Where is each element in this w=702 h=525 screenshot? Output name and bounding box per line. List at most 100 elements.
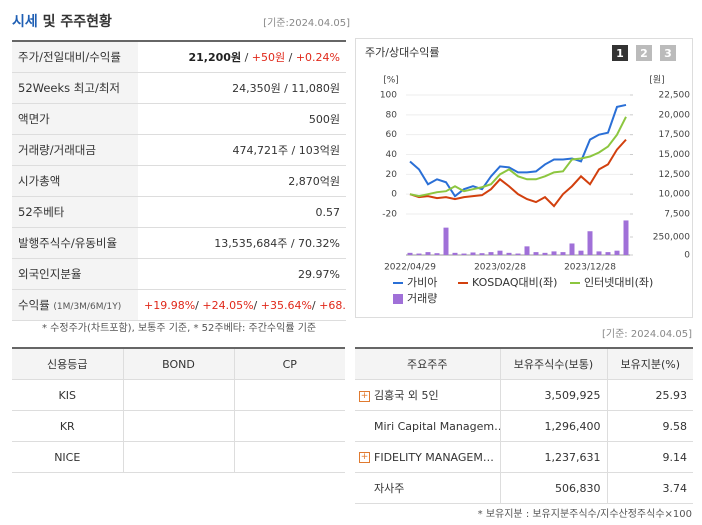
holder-name: + FIDELITY MANAGEM… bbox=[355, 441, 500, 473]
holder-name: + 김홍국 외 5인 bbox=[355, 379, 500, 411]
holder-shares: 3,509,925 bbox=[499, 379, 607, 411]
volume-bar bbox=[416, 253, 422, 255]
volume-bar bbox=[605, 252, 611, 255]
credit-row: NICE bbox=[12, 441, 345, 473]
value-part: 500원 bbox=[308, 113, 340, 126]
y2-tick-label: 22,500 bbox=[659, 91, 691, 101]
expand-icon[interactable]: + bbox=[359, 390, 370, 402]
series-line bbox=[409, 116, 627, 198]
row-label: 거래량/거래대금 bbox=[12, 134, 138, 166]
value-part: 0.57 bbox=[315, 205, 341, 219]
label-text: 주가/전일대비/수익률 bbox=[18, 50, 121, 64]
credit-cell bbox=[122, 410, 234, 442]
volume-bar bbox=[533, 252, 539, 255]
chart-title: 주가/상대수익률 bbox=[365, 46, 440, 59]
value-part: / bbox=[311, 298, 320, 312]
y2-tick-label: 17,500 bbox=[659, 130, 691, 140]
value-part: / bbox=[285, 51, 296, 64]
chart-button-label: 3 bbox=[664, 47, 672, 60]
volume-bar bbox=[524, 246, 530, 255]
y2-tick-label: 20,000 bbox=[659, 110, 691, 120]
credit-cell bbox=[233, 441, 345, 473]
credit-cell: KIS bbox=[12, 379, 123, 411]
volume-bar bbox=[479, 253, 485, 255]
y-tick-label: 20 bbox=[386, 170, 398, 180]
label-text: 거래량/거래대금 bbox=[18, 143, 96, 157]
label-text: 발행주식수/유동비율 bbox=[18, 236, 118, 250]
legend-label: 거래량 bbox=[407, 292, 437, 305]
value-part: 2,870억원 bbox=[288, 175, 340, 188]
credit-cell bbox=[233, 410, 345, 442]
volume-bar bbox=[596, 251, 602, 255]
holders-date: [기준: 2024.04.05] bbox=[601, 329, 692, 340]
row-value: 0.57 bbox=[138, 196, 346, 228]
volume-bar bbox=[434, 253, 440, 255]
legend-label: 인터넷대비(좌) bbox=[584, 276, 653, 289]
credit-cell: KR bbox=[12, 410, 123, 442]
label-text: 52Weeks 최고/최저 bbox=[18, 81, 120, 95]
volume-bar bbox=[623, 220, 629, 255]
value-part: +19.98% bbox=[144, 298, 196, 312]
holder-name: 자사주 bbox=[355, 472, 500, 504]
y-tick-label: -20 bbox=[382, 210, 397, 220]
volume-bar bbox=[425, 252, 431, 255]
volume-bar bbox=[578, 250, 584, 255]
value-part: / bbox=[195, 298, 203, 312]
holder-shares: 506,830 bbox=[499, 472, 607, 504]
summary-row: 수익률 (1M/3M/6M/1Y) +19.98%/ +24.05%/ +35.6… bbox=[12, 289, 346, 321]
row-value: 21,200원 / +50원 / +0.24% bbox=[138, 41, 346, 73]
holder-pct: 3.74 bbox=[606, 472, 693, 504]
chart-button[interactable] bbox=[612, 45, 628, 61]
volume-bar bbox=[497, 250, 503, 255]
series-line bbox=[409, 138, 627, 208]
series-line bbox=[409, 103, 627, 198]
header-cell: BOND bbox=[122, 347, 234, 380]
label-sub: (1M/3M/6M/1Y) bbox=[53, 302, 122, 312]
row-value: 474,721주 / 103억원 bbox=[138, 134, 346, 166]
holder-row: Miri Capital Managem… 1,296,400 9.58 bbox=[355, 410, 693, 442]
expand-icon[interactable]: + bbox=[359, 452, 370, 463]
value-part: +35.64% bbox=[260, 298, 312, 312]
y-tick-label: 80 bbox=[386, 110, 398, 120]
chart-panel bbox=[355, 38, 693, 318]
holder-row: + FIDELITY MANAGEM… 1,237,631 9.14 bbox=[355, 441, 693, 473]
value-part: 13,535,684주 / 70.32% bbox=[214, 237, 340, 250]
label-text: 외국인지분율 bbox=[18, 267, 82, 281]
y2-tick-label: 10,000 bbox=[659, 190, 691, 200]
holder-pct: 9.14 bbox=[606, 441, 693, 473]
summary-row: 거래량/거래대금 474,721주 / 103억원 bbox=[12, 134, 346, 166]
row-value: 24,350원 / 11,080원 bbox=[138, 72, 346, 104]
volume-tick-label: 250,000 bbox=[653, 233, 690, 243]
chart: 주가/상대수익률 1 2 3 [%] [원] 100 80 60 40 20 0 -20 22,500 2… bbox=[365, 45, 691, 305]
chart-button[interactable] bbox=[660, 45, 676, 61]
x-tick-label: 2022/04/29 bbox=[384, 263, 436, 273]
volume-bar bbox=[515, 253, 521, 255]
y2-axis-unit: [원] bbox=[649, 75, 664, 86]
summary-row: 발행주식수/유동비율 13,535,684주 / 70.32% bbox=[12, 227, 346, 259]
volume-bar bbox=[461, 253, 467, 255]
legend-swatch bbox=[393, 294, 403, 304]
volume-bar bbox=[452, 252, 458, 255]
volume-bar bbox=[614, 250, 620, 255]
chart-button[interactable] bbox=[636, 45, 652, 61]
summary-row: 액면가 500원 bbox=[12, 103, 346, 135]
holder-name-text: 김홍국 외 5인 bbox=[374, 389, 439, 402]
value-part: +50원 bbox=[251, 51, 286, 64]
chart-button-label: 2 bbox=[640, 47, 648, 60]
volume-bar bbox=[506, 252, 512, 255]
header-cell: 보유주식수(보통) bbox=[499, 347, 607, 380]
label-text: 액면가 bbox=[18, 112, 50, 126]
title-rest: 및 주주현황 bbox=[42, 14, 112, 30]
value-part: +24.05% bbox=[202, 298, 254, 312]
row-label: 주가/전일대비/수익률 bbox=[12, 41, 138, 73]
header-cell: 주요주주 bbox=[355, 347, 500, 380]
legend-label: 가비아 bbox=[407, 276, 437, 289]
row-value: 2,870억원 bbox=[138, 165, 346, 197]
volume-bar bbox=[551, 251, 557, 255]
holder-pct: 25.93 bbox=[606, 379, 693, 411]
value-part: / bbox=[253, 298, 261, 312]
value-part: / bbox=[241, 51, 252, 64]
holder-pct: 9.58 bbox=[606, 410, 693, 442]
summary-row: 주가/전일대비/수익률 21,200원 / +50원 / +0.24% bbox=[12, 41, 346, 73]
